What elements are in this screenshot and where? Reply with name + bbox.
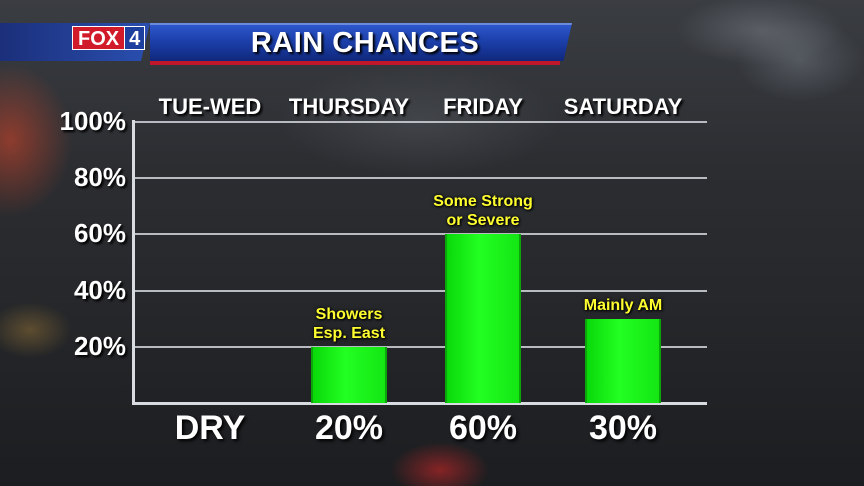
x-axis (134, 402, 707, 405)
bar-annotation: Some Strong or Severe (403, 192, 563, 230)
bar (445, 234, 521, 403)
annotation-line: Some Strong (433, 193, 533, 211)
gridline (134, 177, 707, 180)
chart-title: RAIN CHANCES (250, 27, 480, 59)
bar (585, 318, 661, 403)
gridline (134, 289, 707, 292)
y-tick-label: 80% (73, 162, 126, 193)
category-label: SATURDAY (563, 94, 683, 119)
y-tick-label: 60% (73, 218, 126, 249)
y-tick-label: 100% (59, 106, 127, 136)
category-label: THURSDAY (288, 94, 410, 119)
annotation-line: Esp. East (312, 324, 386, 342)
y-tick-label: 40% (73, 274, 126, 305)
bar-annotation: Showers Esp. East (269, 305, 429, 343)
value-label: 60% (448, 409, 518, 447)
value-label: DRY (174, 409, 246, 447)
banner-bar (150, 23, 572, 61)
logo-text: FOX (72, 26, 126, 50)
annotation-line: Mainly AM (583, 296, 663, 314)
y-tick-label: 20% (73, 330, 126, 361)
banner-red-line (150, 61, 560, 65)
category-label: FRIDAY (443, 94, 523, 119)
gridline (134, 121, 707, 123)
annotation-line: Showers (315, 305, 383, 323)
station-logo: FOX 4 (72, 26, 146, 50)
value-label: 20% (314, 409, 384, 447)
gridline (134, 345, 707, 348)
category-label: TUE-WED (158, 94, 262, 119)
bar-annotation: Mainly AM (543, 296, 703, 315)
annotation-line: or Severe (446, 212, 520, 230)
bar (311, 346, 387, 403)
y-axis (132, 120, 135, 405)
gridline (134, 233, 707, 236)
logo-number: 4 (125, 26, 146, 50)
value-label: 30% (588, 409, 658, 447)
